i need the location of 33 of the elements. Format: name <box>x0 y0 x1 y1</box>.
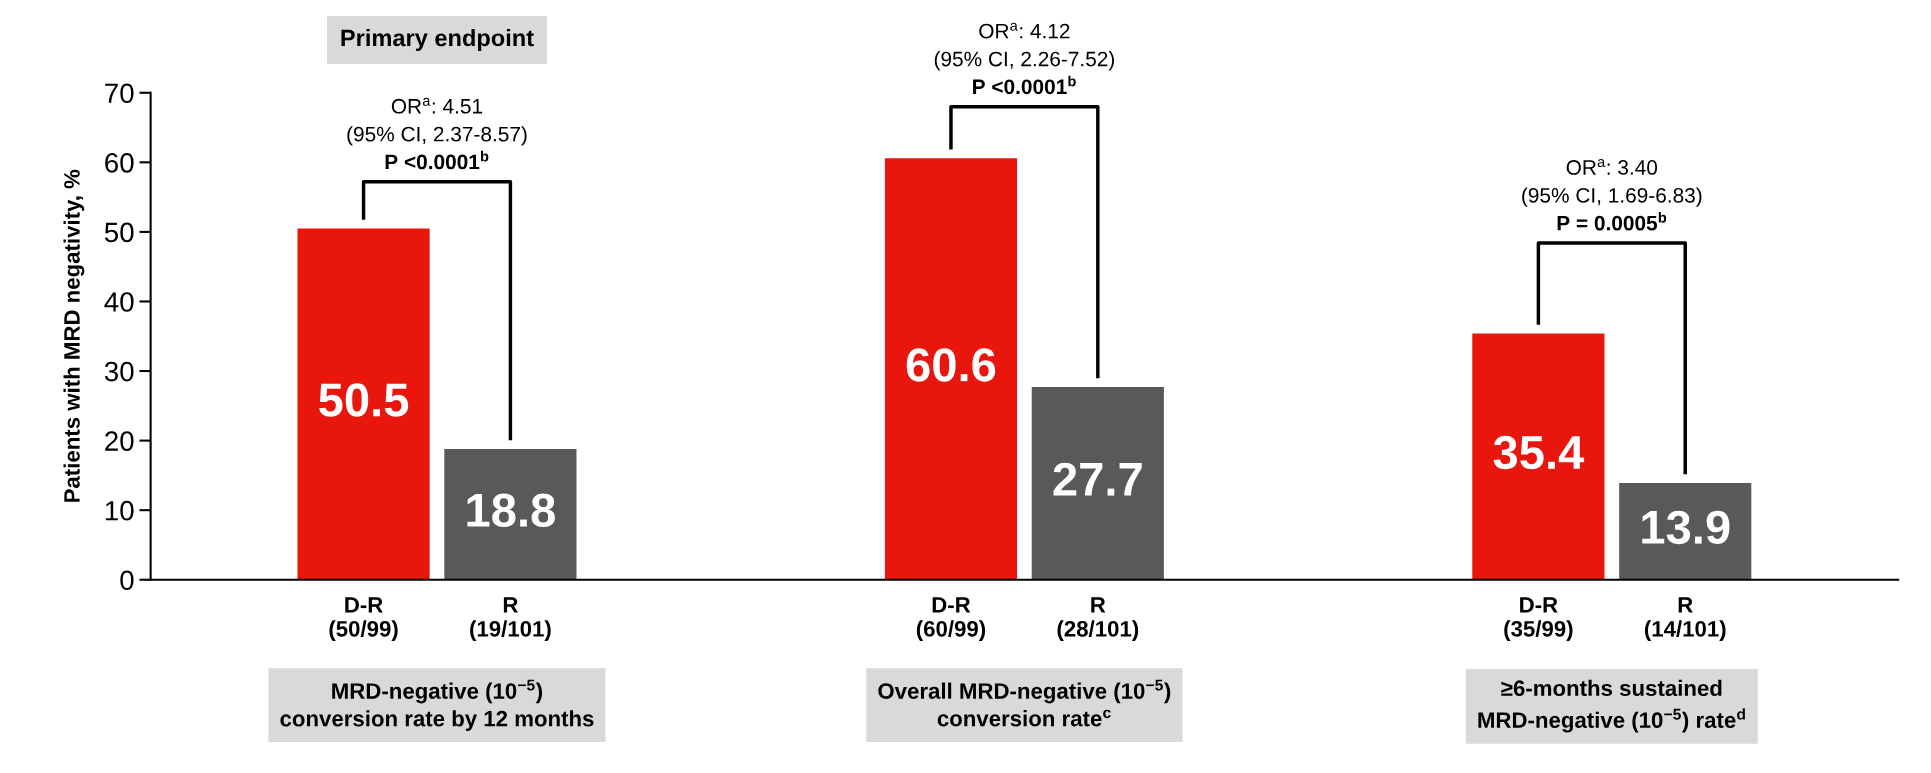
bar <box>1472 333 1605 580</box>
annotation: OR$^{a}$: 3.40 (95% CI, 1.69-6.83) P = 0.0005$^{b}$ <box>1522 159 1702 231</box>
y-tick-label: 50 <box>104 222 134 243</box>
text: ≥6-months sustained MRD-negative (10$^{−5}$) rate$^{d}$ <box>1478 679 1745 733</box>
annotation: OR$^{a}$: 4.51 (95% CI, 2.37-8.57) P <0.0001$^{b}$ <box>347 97 527 170</box>
text: Overall MRD-negative (10$^{−5}$) conversion rate$^{c}$ <box>878 679 1171 727</box>
x-tick-label: R (28/101) <box>1057 597 1139 642</box>
x-tick-label: D-R (35/99) <box>1504 597 1573 642</box>
text: MRD-negative (10$^{−5}$) conversion rate by 12 months <box>280 679 594 731</box>
annotation: OR$^{a}$: 4.12 (95% CI, 2.26-7.52) P <0.0001$^{b}$ <box>934 22 1115 95</box>
data-label: 13.9 <box>1642 510 1730 545</box>
x-tick-label: D-R (50/99) <box>329 597 398 642</box>
text: Primary endpoint <box>341 28 534 51</box>
y-tick-label: 20 <box>105 431 134 451</box>
y-tick-label: 30 <box>104 361 134 382</box>
x-tick-label: R (19/101) <box>470 597 551 642</box>
x-tick-label: D-R (60/99) <box>916 597 986 642</box>
bar <box>884 158 1018 580</box>
bar <box>297 228 430 580</box>
bar <box>444 448 577 580</box>
x-tick-label: R (14/101) <box>1644 597 1726 642</box>
data-label: 18.8 <box>467 493 555 528</box>
data-label: 35.4 <box>1493 435 1585 470</box>
data-label: 50.5 <box>319 383 409 417</box>
y-tick-label: 70 <box>105 83 134 104</box>
y-tick-label: 0 <box>120 570 134 591</box>
y-tick-label: 40 <box>104 292 134 312</box>
bar <box>1031 387 1164 580</box>
y-tick-label: 60 <box>105 153 134 173</box>
data-label: 60.6 <box>906 348 996 382</box>
data-label: 27.7 <box>1053 462 1142 496</box>
y-tick-label: 10 <box>105 500 134 521</box>
y-axis-title: Patients with MRD negativity, % <box>63 169 85 502</box>
